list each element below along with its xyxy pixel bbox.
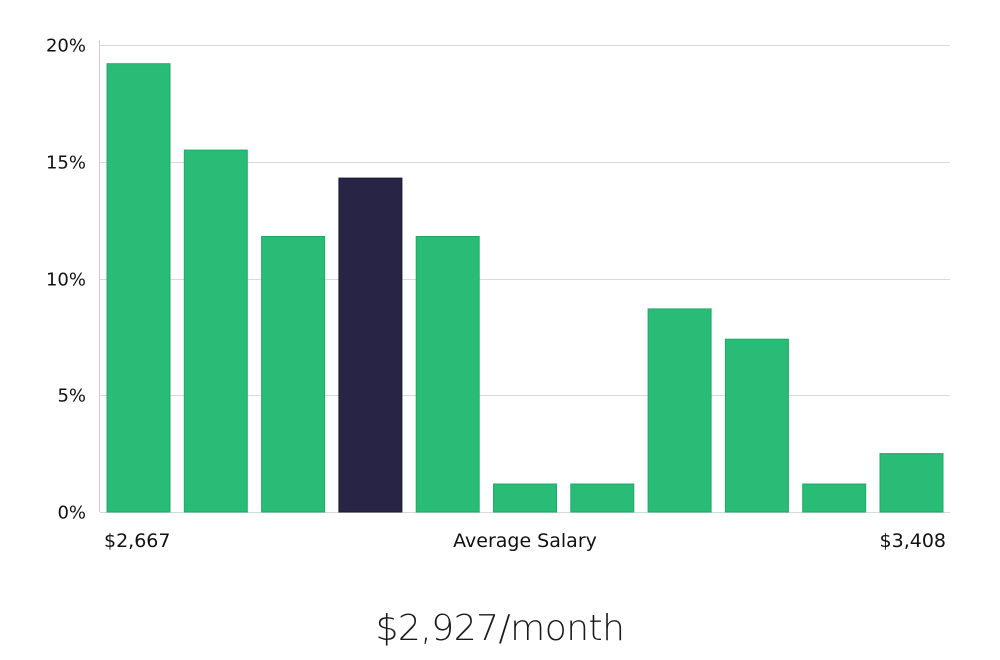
bar: [493, 483, 557, 513]
y-tick-label: 20%: [46, 36, 86, 57]
y-tick-label: 10%: [46, 270, 86, 291]
bar: [183, 149, 248, 513]
y-tick-label: 15%: [46, 153, 86, 174]
bar: [724, 338, 789, 513]
bar: [802, 483, 867, 513]
bar: [106, 63, 171, 513]
bar-highlighted: [338, 177, 403, 513]
x-axis-title: Average Salary: [453, 530, 597, 552]
y-tick-label: 5%: [57, 386, 86, 407]
average-salary-value: $2,927/month: [375, 608, 625, 649]
x-axis-min-label: $2,667: [104, 530, 170, 552]
y-tick-label: 0%: [57, 503, 86, 524]
bar: [415, 236, 480, 513]
x-axis-max-label: $3,408: [880, 530, 946, 552]
bar: [261, 236, 326, 513]
bar: [647, 308, 712, 513]
bar: [570, 483, 635, 513]
x-axis-labels: $2,667 Average Salary $3,408: [104, 530, 946, 552]
bar: [879, 453, 944, 513]
y-axis-tick-labels: 0% 5% 10% 15% 20%: [46, 36, 86, 524]
bars: [106, 63, 944, 513]
